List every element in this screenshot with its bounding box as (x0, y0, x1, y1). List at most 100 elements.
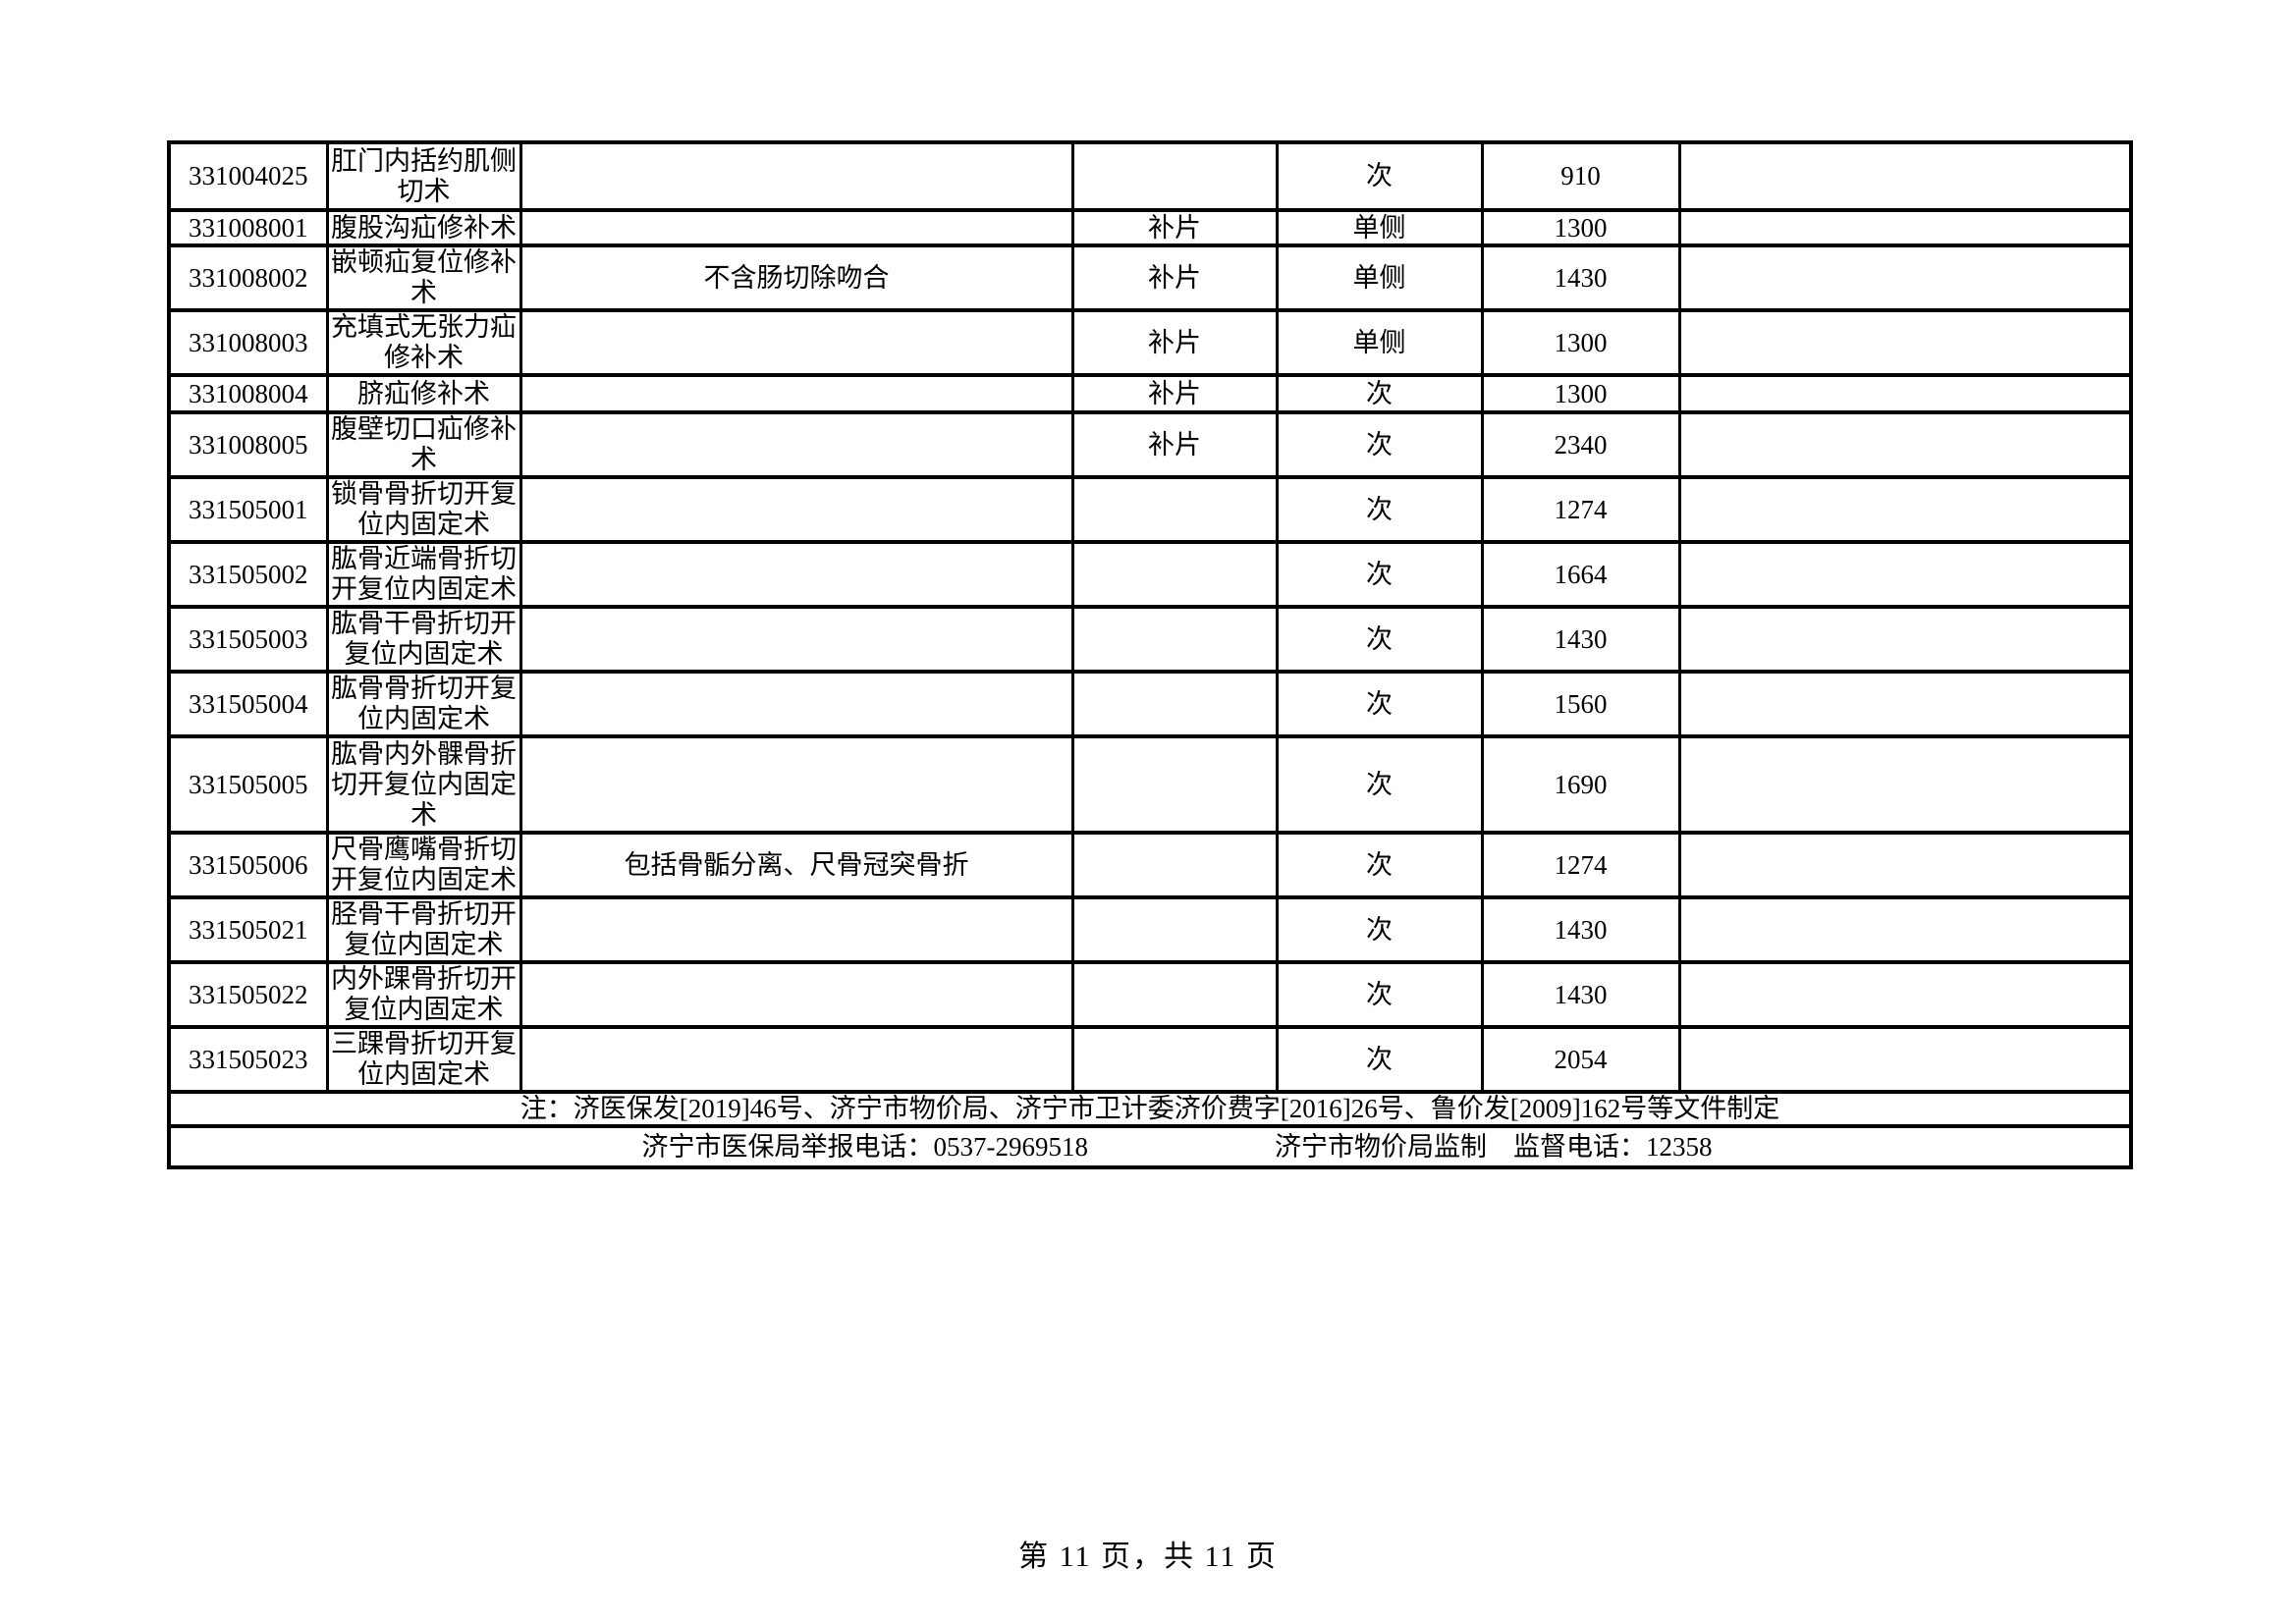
name-cell: 嵌顿疝复位修补术 (325, 243, 522, 312)
code-cell: 331505003 (167, 605, 329, 674)
name-cell: 三踝骨折切开复位内固定术 (325, 1025, 522, 1094)
supervision-hotline: 济宁市物价局监制 监督电话：12358 (1275, 1131, 1713, 1162)
table-row: 331008004 脐疝修补术 补片 次 1300 (167, 373, 2133, 414)
empty-cell (1677, 960, 2133, 1029)
desc-cell (519, 140, 1074, 212)
note-row: 注：济医保发[2019]46号、济宁市物价局、济宁市卫计委济价费字[2016]2… (167, 1090, 2133, 1128)
desc-cell (519, 373, 1074, 414)
name-cell: 尺骨鹰嘴骨折切开复位内固定术 (325, 831, 522, 899)
table-row: 331505004 肱骨骨折切开复位内固定术 次 1560 (167, 670, 2133, 738)
empty-cell (1677, 540, 2133, 609)
table-row: 331505021 胫骨干骨折切开复位内固定术 次 1430 (167, 895, 2133, 964)
empty-cell (1677, 475, 2133, 544)
empty-cell (1677, 243, 2133, 312)
report-hotline: 济宁市医保局举报电话：0537-2969518 (641, 1131, 1089, 1162)
desc-cell (519, 895, 1074, 964)
unit-cell: 单侧 (1275, 308, 1484, 377)
code-cell: 331505001 (167, 475, 329, 544)
table-row: 331505006 尺骨鹰嘴骨折切开复位内固定术 包括骨骺分离、尺骨冠突骨折 次… (167, 831, 2133, 899)
material-cell (1070, 605, 1279, 674)
code-cell: 331505002 (167, 540, 329, 609)
table-row: 331505002 肱骨近端骨折切开复位内固定术 次 1664 (167, 540, 2133, 609)
code-cell: 331004025 (167, 140, 329, 212)
name-cell: 充填式无张力疝修补术 (325, 308, 522, 377)
footer-row: 济宁市医保局举报电话：0537-2969518 济宁市物价局监制 监督电话：12… (167, 1124, 2133, 1169)
price-cell: 1430 (1480, 243, 1681, 312)
price-cell: 1300 (1480, 208, 1681, 247)
material-cell (1070, 831, 1279, 899)
name-cell: 胫骨干骨折切开复位内固定术 (325, 895, 522, 964)
material-cell (1070, 895, 1279, 964)
unit-cell: 次 (1275, 373, 1484, 414)
empty-cell (1677, 308, 2133, 377)
unit-cell: 次 (1275, 140, 1484, 212)
unit-cell: 单侧 (1275, 208, 1484, 247)
page-number: 第 11 页，共 11 页 (1018, 1541, 1278, 1573)
table-row: 331505023 三踝骨折切开复位内固定术 次 2054 (167, 1025, 2133, 1094)
price-cell: 1274 (1480, 475, 1681, 544)
empty-cell (1677, 208, 2133, 247)
price-cell: 2054 (1480, 1025, 1681, 1094)
name-cell: 肱骨干骨折切开复位内固定术 (325, 605, 522, 674)
empty-cell (1677, 895, 2133, 964)
price-cell: 1300 (1480, 373, 1681, 414)
price-cell: 2340 (1480, 410, 1681, 479)
unit-cell: 次 (1275, 475, 1484, 544)
unit-cell: 次 (1275, 895, 1484, 964)
unit-cell: 次 (1275, 831, 1484, 899)
table-footer: 济宁市医保局举报电话：0537-2969518 济宁市物价局监制 监督电话：12… (167, 1124, 2133, 1169)
desc-cell (519, 1025, 1074, 1094)
unit-cell: 次 (1275, 605, 1484, 674)
material-cell: 补片 (1070, 410, 1279, 479)
price-cell: 1560 (1480, 670, 1681, 738)
name-cell: 肱骨骨折切开复位内固定术 (325, 670, 522, 738)
name-cell: 肛门内括约肌侧切术 (325, 140, 522, 212)
table-row: 331008002 嵌顿疝复位修补术 不含肠切除吻合 补片 单侧 1430 (167, 243, 2133, 312)
table-row: 331004025 肛门内括约肌侧切术 次 910 (167, 140, 2133, 212)
desc-cell: 不含肠切除吻合 (519, 243, 1074, 312)
unit-cell: 次 (1275, 670, 1484, 738)
material-cell: 补片 (1070, 243, 1279, 312)
price-cell: 1690 (1480, 734, 1681, 835)
code-cell: 331008004 (167, 373, 329, 414)
unit-cell: 次 (1275, 1025, 1484, 1094)
empty-cell (1677, 670, 2133, 738)
unit-cell: 单侧 (1275, 243, 1484, 312)
material-cell (1070, 140, 1279, 212)
price-cell: 1300 (1480, 308, 1681, 377)
empty-cell (1677, 140, 2133, 212)
unit-cell: 次 (1275, 540, 1484, 609)
name-cell: 腹壁切口疝修补术 (325, 410, 522, 479)
empty-cell (1677, 605, 2133, 674)
empty-cell (1677, 734, 2133, 835)
desc-cell: 包括骨骺分离、尺骨冠突骨折 (519, 831, 1074, 899)
unit-cell: 次 (1275, 960, 1484, 1029)
code-cell: 331505005 (167, 734, 329, 835)
empty-cell (1677, 373, 2133, 414)
material-cell: 补片 (1070, 308, 1279, 377)
price-cell: 1430 (1480, 895, 1681, 964)
empty-cell (1677, 1025, 2133, 1094)
desc-cell (519, 960, 1074, 1029)
name-cell: 内外踝骨折切开复位内固定术 (325, 960, 522, 1029)
material-cell: 补片 (1070, 208, 1279, 247)
price-cell: 910 (1480, 140, 1681, 212)
desc-cell (519, 308, 1074, 377)
code-cell: 331505022 (167, 960, 329, 1029)
code-cell: 331008001 (167, 208, 329, 247)
material-cell: 补片 (1070, 373, 1279, 414)
name-cell: 肱骨近端骨折切开复位内固定术 (325, 540, 522, 609)
medical-price-table: 331004025 肛门内括约肌侧切术 次 910 331008001 腹股沟疝… (167, 140, 2133, 1169)
material-cell (1070, 734, 1279, 835)
code-cell: 331505021 (167, 895, 329, 964)
unit-cell: 次 (1275, 410, 1484, 479)
desc-cell (519, 540, 1074, 609)
name-cell: 脐疝修补术 (325, 373, 522, 414)
code-cell: 331505006 (167, 831, 329, 899)
material-cell (1070, 670, 1279, 738)
code-cell: 331505004 (167, 670, 329, 738)
material-cell (1070, 540, 1279, 609)
price-cell: 1664 (1480, 540, 1681, 609)
table-row: 331008005 腹壁切口疝修补术 补片 次 2340 (167, 410, 2133, 479)
